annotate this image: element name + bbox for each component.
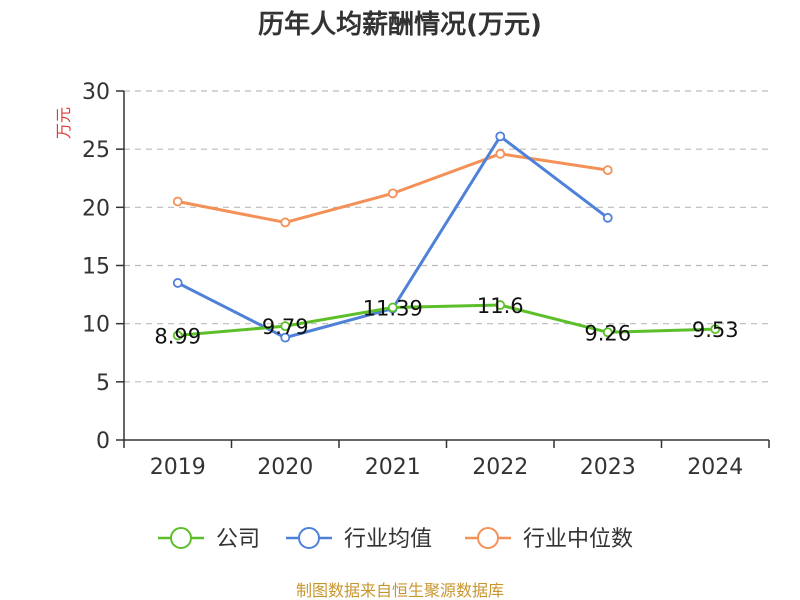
data-point[interactable] bbox=[495, 131, 506, 142]
x-tick-label: 2024 bbox=[687, 455, 743, 480]
data-label: 9.79 bbox=[262, 315, 309, 339]
data-label: 9.26 bbox=[584, 321, 631, 345]
y-axis-ticks: 0 5 10 15 20 25 30 bbox=[82, 80, 124, 454]
x-tick-label: 2023 bbox=[580, 455, 636, 480]
data-point[interactable] bbox=[172, 330, 183, 341]
legend-item[interactable]: 公司 bbox=[158, 527, 260, 552]
data-point[interactable] bbox=[280, 321, 291, 332]
x-axis-ticks: 2019 2020 2021 2022 2023 2024 bbox=[123, 440, 770, 480]
data-point[interactable] bbox=[387, 302, 398, 313]
x-tick-label: 2021 bbox=[365, 455, 421, 480]
legend-item[interactable]: 行业中位数 bbox=[465, 527, 633, 552]
chart-title: 历年人均薪酬情况(万元) bbox=[258, 9, 542, 40]
source-note: 制图数据来自恒生聚源数据库 bbox=[296, 581, 504, 600]
y-tick-label: 20 bbox=[82, 196, 110, 221]
data-point[interactable] bbox=[495, 148, 506, 159]
y-axis-label: 万元 bbox=[54, 107, 73, 139]
x-tick-label: 2022 bbox=[472, 455, 528, 480]
data-label: 8.99 bbox=[154, 324, 201, 348]
series-line bbox=[177, 152, 608, 224]
series-lines bbox=[172, 131, 721, 343]
data-point[interactable] bbox=[710, 324, 721, 335]
legend-label: 行业均值 bbox=[344, 527, 432, 552]
data-labels: 8.99 9.79 11.39 11.6 9.26 9.53 bbox=[154, 294, 738, 348]
y-tick-label: 10 bbox=[82, 313, 110, 338]
legend-item[interactable]: 行业均值 bbox=[286, 527, 432, 552]
y-tick-label: 0 bbox=[96, 429, 110, 454]
legend-label: 行业中位数 bbox=[523, 527, 633, 552]
x-tick-label: 2019 bbox=[150, 455, 206, 480]
grid-lines bbox=[124, 90, 769, 383]
data-point[interactable] bbox=[280, 332, 291, 343]
y-tick-label: 15 bbox=[82, 255, 110, 280]
data-label: 11.6 bbox=[477, 294, 524, 318]
data-point[interactable] bbox=[387, 188, 398, 199]
legend-label: 公司 bbox=[216, 527, 260, 552]
y-tick-label: 25 bbox=[82, 138, 110, 163]
data-point[interactable] bbox=[602, 165, 613, 176]
series-line bbox=[177, 303, 716, 337]
data-point[interactable] bbox=[602, 327, 613, 338]
y-tick-label: 5 bbox=[96, 371, 110, 396]
data-point[interactable] bbox=[172, 196, 183, 207]
x-tick-label: 2020 bbox=[257, 455, 313, 480]
legend-marker bbox=[477, 527, 499, 549]
legend[interactable]: 公司 行业均值 行业中位数 bbox=[158, 527, 633, 552]
legend-marker bbox=[298, 527, 320, 549]
data-point[interactable] bbox=[602, 212, 613, 223]
y-tick-label: 30 bbox=[82, 80, 110, 105]
data-point[interactable] bbox=[495, 300, 506, 310]
legend-marker bbox=[170, 527, 192, 549]
data-point[interactable] bbox=[280, 217, 291, 228]
data-point[interactable] bbox=[172, 278, 183, 288]
data-label: 9.53 bbox=[692, 318, 739, 342]
data-label: 11.39 bbox=[363, 296, 423, 320]
